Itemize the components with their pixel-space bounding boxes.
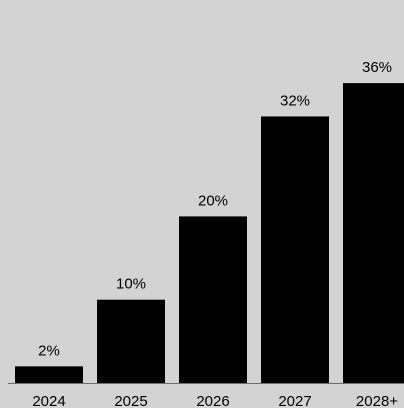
bar-2024 (15, 366, 83, 383)
bar-2027 (261, 116, 329, 383)
data-labels-group: 2% 10% 20% 32% 36% (38, 59, 392, 359)
x-tick-label-2028+: 2028+ (356, 393, 398, 408)
x-tick-label-2024: 2024 (32, 393, 65, 408)
x-tick-label-2027: 2027 (278, 393, 311, 408)
bar-2028+ (343, 83, 404, 384)
data-label-2024: 2% (38, 342, 60, 359)
data-label-2026: 20% (198, 192, 228, 209)
x-tick-labels-group: 2024 2025 2026 2027 2028+ (32, 393, 398, 408)
data-label-2028+: 36% (362, 59, 392, 76)
data-label-2025: 10% (116, 276, 146, 293)
x-tick-label-2026: 2026 (196, 393, 229, 408)
bars-group (15, 83, 404, 384)
x-tick-label-2025: 2025 (114, 393, 147, 408)
bar-2025 (97, 299, 165, 383)
bar-2026 (179, 216, 247, 383)
data-label-2027: 32% (280, 92, 310, 109)
